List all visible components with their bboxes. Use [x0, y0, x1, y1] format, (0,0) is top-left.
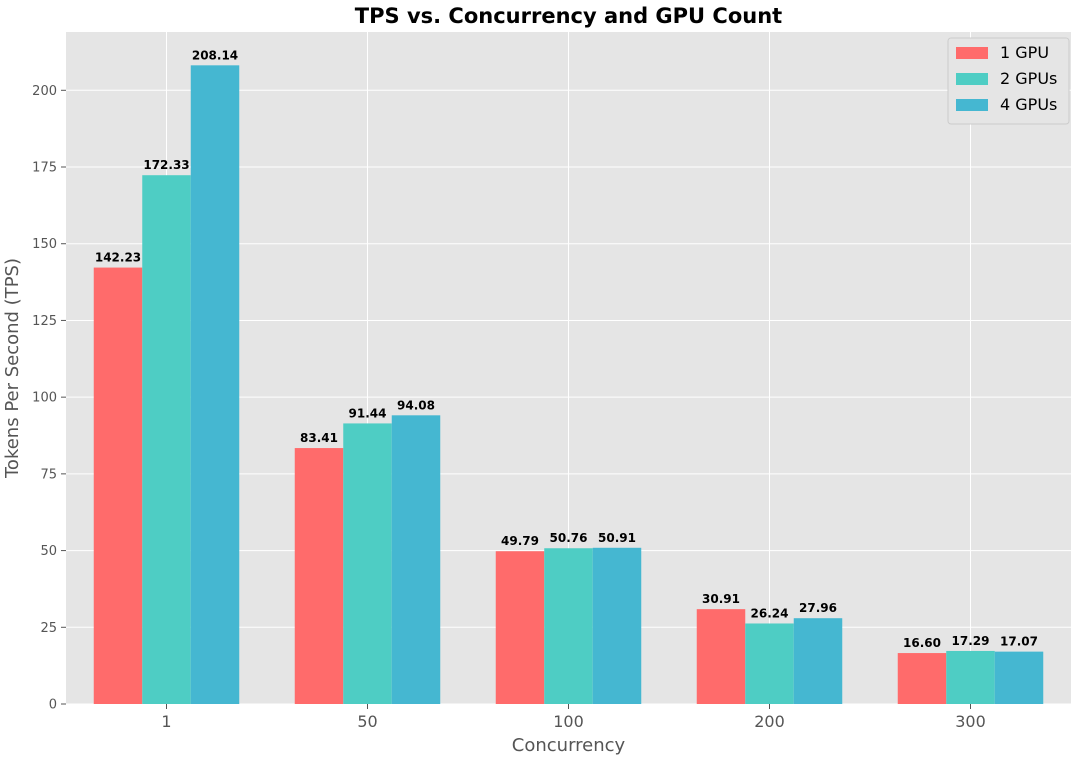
x-tick-label: 300: [955, 712, 986, 731]
bar: [946, 650, 995, 704]
legend-label: 4 GPUs: [1000, 95, 1057, 114]
y-tick-label: 175: [32, 161, 57, 176]
data-label: 16.60: [903, 636, 941, 650]
y-tick-label: 50: [40, 544, 57, 559]
x-tick-label: 1: [161, 712, 171, 731]
y-tick-label: 25: [40, 621, 57, 636]
bar: [897, 653, 947, 704]
bar: [93, 267, 143, 704]
data-label: 142.23: [95, 251, 141, 265]
y-tick-label: 75: [40, 467, 57, 482]
y-tick-label: 125: [32, 314, 57, 329]
legend-swatch: [956, 99, 988, 111]
data-label: 83.41: [300, 431, 338, 445]
data-labels: 142.23 83.41 49.79 30.91 16.60 172.33 91.44 50.…: [95, 48, 1038, 650]
x-axis-ticks: 1 50 100 200 300: [161, 704, 986, 731]
data-label: 17.07: [1000, 635, 1038, 649]
data-label: 50.91: [598, 531, 636, 545]
y-tick-label: 100: [32, 391, 57, 406]
legend-label: 1 GPU: [1000, 43, 1049, 62]
data-label: 17.29: [952, 634, 990, 648]
x-tick-label: 50: [357, 712, 377, 731]
data-label: 50.76: [550, 531, 588, 545]
bar: [495, 551, 545, 704]
data-label: 91.44: [349, 406, 387, 420]
y-axis-label: Tokens Per Second (TPS): [2, 258, 23, 479]
data-label: 94.08: [397, 398, 435, 412]
legend-label: 2 GPUs: [1000, 69, 1057, 88]
bar: [142, 175, 191, 705]
y-tick-label: 0: [49, 698, 57, 713]
bar: [696, 609, 746, 704]
x-axis-label: Concurrency: [512, 735, 626, 756]
y-tick-label: 200: [32, 84, 57, 99]
bar: [793, 618, 843, 704]
x-tick-label: 200: [754, 712, 785, 731]
data-label: 208.14: [192, 48, 238, 62]
x-tick-label: 100: [553, 712, 584, 731]
legend: 1 GPU 2 GPUs 4 GPUs: [947, 37, 1070, 125]
bar: [592, 547, 642, 704]
bar: [745, 623, 794, 704]
data-label: 30.91: [702, 592, 740, 606]
bar: [994, 651, 1044, 704]
bar: [190, 65, 240, 704]
bar: [294, 448, 344, 704]
data-label: 26.24: [751, 606, 789, 620]
bars: [93, 65, 1044, 705]
data-label: 49.79: [501, 534, 539, 548]
legend-swatch: [956, 73, 988, 85]
legend-swatch: [956, 47, 988, 59]
data-label: 172.33: [143, 158, 189, 172]
y-tick-label: 150: [32, 237, 57, 252]
bar: [391, 415, 441, 704]
bar: [544, 548, 593, 704]
bar: [343, 423, 392, 704]
y-axis-ticks: 0 25 50 75 100 125 150 175 200: [32, 84, 66, 713]
data-label: 27.96: [799, 601, 837, 615]
chart-title: TPS vs. Concurrency and GPU Count: [355, 4, 782, 28]
